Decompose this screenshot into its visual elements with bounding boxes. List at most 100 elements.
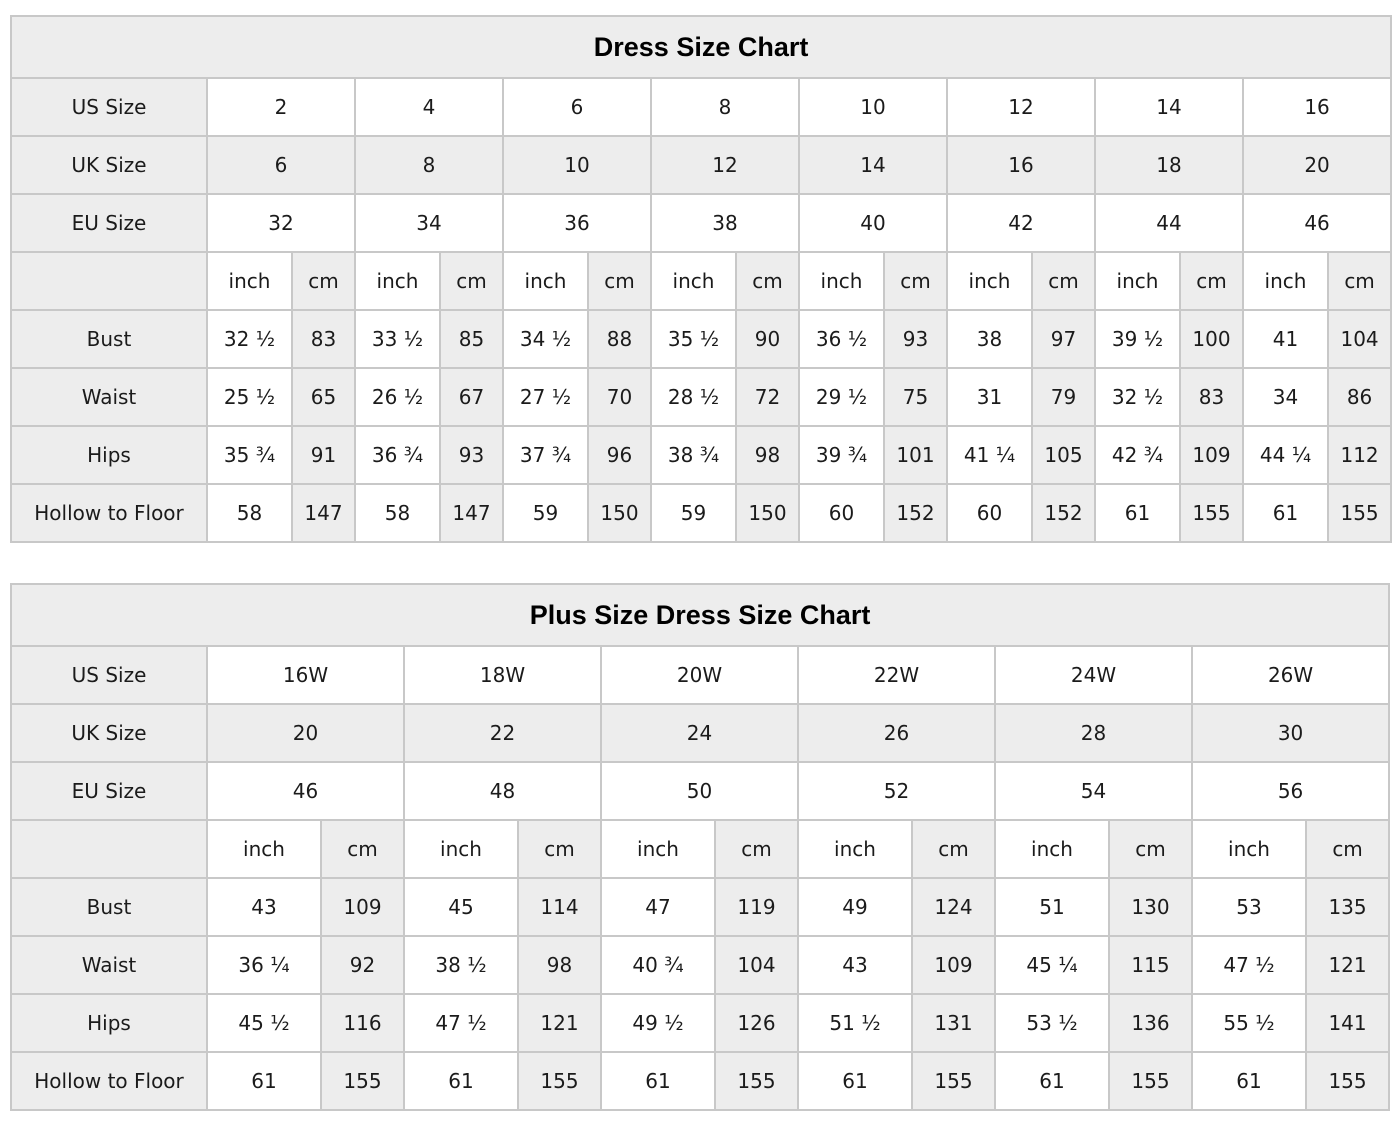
unit-inch-header: inch: [403, 819, 519, 879]
measurement-row: Hollow to Floor 61 155 61 155 61 155 61 155 61 155…: [10, 1051, 1391, 1111]
measurement-cm-cell: 155: [1179, 483, 1244, 543]
unit-cm-header: cm: [1031, 251, 1096, 311]
measurement-cm-cell: 105: [1031, 425, 1096, 485]
row-label: Hips: [10, 993, 208, 1053]
size-row: UK Size 6 8 10 12 14 16 18 20: [10, 135, 1393, 195]
measurement-inch-cell: 47: [600, 877, 716, 937]
size-cell: 26: [797, 703, 996, 763]
measurement-inch-cell: 35 ½: [650, 309, 737, 369]
measurement-inch-cell: 47 ½: [403, 993, 519, 1053]
measurement-cm-cell: 98: [517, 935, 602, 995]
chart-title: Plus Size Dress Size Chart: [9, 583, 1391, 647]
measurement-cm-cell: 124: [911, 877, 996, 937]
size-cell: 30: [1190, 703, 1391, 763]
measurement-inch-cell: 42 ¾: [1094, 425, 1181, 485]
size-cell: 8: [354, 135, 504, 195]
unit-cm-header: cm: [1108, 819, 1193, 879]
size-row: EU Size 32 34 36 38 40 42 44 46: [10, 193, 1393, 253]
measurement-inch-cell: 36 ¾: [354, 425, 441, 485]
unit-row-spacer: [10, 819, 208, 879]
measurement-cm-cell: 112: [1326, 425, 1393, 485]
size-cell: 12: [650, 135, 800, 195]
measurement-cm-cell: 147: [291, 483, 356, 543]
size-cell: 16: [1241, 77, 1393, 137]
size-cell: 20W: [600, 645, 799, 705]
size-cell: 6: [206, 135, 356, 195]
measurement-cm-cell: 121: [1304, 935, 1391, 995]
measurement-cm-cell: 83: [1179, 367, 1244, 427]
measurement-inch-cell: 60: [946, 483, 1033, 543]
measurement-row: Waist 36 ¼ 92 38 ½ 98 40 ¾ 104 43 109 45 ¼ 115 47 ½…: [10, 935, 1391, 995]
measurement-inch-cell: 51: [994, 877, 1110, 937]
measurement-cm-cell: 79: [1031, 367, 1096, 427]
measurement-cm-cell: 136: [1108, 993, 1193, 1053]
row-label: UK Size: [10, 135, 208, 195]
measurement-inch-cell: 61: [206, 1051, 322, 1111]
measurement-inch-cell: 33 ½: [354, 309, 441, 369]
size-cell: 10: [502, 135, 652, 195]
measurement-inch-cell: 45 ½: [206, 993, 322, 1053]
measurement-row: Bust 43 109 45 114 47 119 49 124 51 130 53 135: [10, 877, 1391, 937]
measurement-inch-cell: 29 ½: [798, 367, 885, 427]
measurement-inch-cell: 55 ½: [1191, 993, 1307, 1053]
row-label: Waist: [10, 935, 208, 995]
measurement-cm-cell: 96: [587, 425, 652, 485]
measurement-inch-cell: 61: [1191, 1051, 1307, 1111]
measurement-row: Hips 45 ½ 116 47 ½ 121 49 ½ 126 51 ½ 131 53 ½ 136 5…: [10, 993, 1391, 1053]
measurement-inch-cell: 34 ½: [502, 309, 589, 369]
unit-cm-header: cm: [439, 251, 504, 311]
row-label: Bust: [10, 877, 208, 937]
measurement-cm-cell: 155: [517, 1051, 602, 1111]
size-row: UK Size 20 22 24 26 28 30: [10, 703, 1391, 763]
measurement-inch-cell: 27 ½: [502, 367, 589, 427]
unit-header-row: inch cm inch cm inch cm inch cm inch cm inch cm inch…: [10, 251, 1393, 311]
size-cell: 16W: [206, 645, 405, 705]
size-cell: 14: [798, 135, 948, 195]
row-label: Hollow to Floor: [10, 1051, 208, 1111]
measurement-cm-cell: 98: [735, 425, 800, 485]
size-cell: 40: [798, 193, 948, 253]
measurement-cm-cell: 126: [714, 993, 799, 1053]
measurement-inch-cell: 45: [403, 877, 519, 937]
unit-inch-header: inch: [1191, 819, 1307, 879]
measurement-cm-cell: 155: [911, 1051, 996, 1111]
size-cell: 24: [600, 703, 799, 763]
measurement-cm-cell: 155: [1304, 1051, 1391, 1111]
unit-cm-header: cm: [735, 251, 800, 311]
size-row: EU Size 46 48 50 52 54 56: [10, 761, 1391, 821]
size-cell: 20: [206, 703, 405, 763]
measurement-inch-cell: 51 ½: [797, 993, 913, 1053]
size-cell: 8: [650, 77, 800, 137]
row-label: UK Size: [10, 703, 208, 763]
measurement-cm-cell: 130: [1108, 877, 1193, 937]
measurement-cm-cell: 65: [291, 367, 356, 427]
unit-inch-header: inch: [797, 819, 913, 879]
measurement-inch-cell: 38 ½: [403, 935, 519, 995]
measurement-row: Waist 25 ½ 65 26 ½ 67 27 ½ 70 28 ½ 72 29 ½ 75 31 79 3…: [10, 367, 1393, 427]
size-cell: 14: [1094, 77, 1244, 137]
measurement-inch-cell: 32 ½: [206, 309, 293, 369]
size-cell: 2: [206, 77, 356, 137]
measurement-inch-cell: 40 ¾: [600, 935, 716, 995]
size-cell: 22: [403, 703, 602, 763]
measurement-inch-cell: 59: [650, 483, 737, 543]
size-cell: 24W: [994, 645, 1193, 705]
measurement-cm-cell: 101: [883, 425, 948, 485]
measurement-inch-cell: 41 ¼: [946, 425, 1033, 485]
size-cell: 28: [994, 703, 1193, 763]
measurement-cm-cell: 67: [439, 367, 504, 427]
measurement-inch-cell: 61: [797, 1051, 913, 1111]
unit-cm-header: cm: [883, 251, 948, 311]
measurement-cm-cell: 104: [714, 935, 799, 995]
measurement-inch-cell: 37 ¾: [502, 425, 589, 485]
measurement-inch-cell: 26 ½: [354, 367, 441, 427]
measurement-inch-cell: 38 ¾: [650, 425, 737, 485]
measurement-inch-cell: 53: [1191, 877, 1307, 937]
measurement-cm-cell: 131: [911, 993, 996, 1053]
unit-inch-header: inch: [502, 251, 589, 311]
measurement-cm-cell: 152: [1031, 483, 1096, 543]
measurement-inch-cell: 49: [797, 877, 913, 937]
measurement-inch-cell: 28 ½: [650, 367, 737, 427]
chart-title: Dress Size Chart: [9, 15, 1393, 79]
